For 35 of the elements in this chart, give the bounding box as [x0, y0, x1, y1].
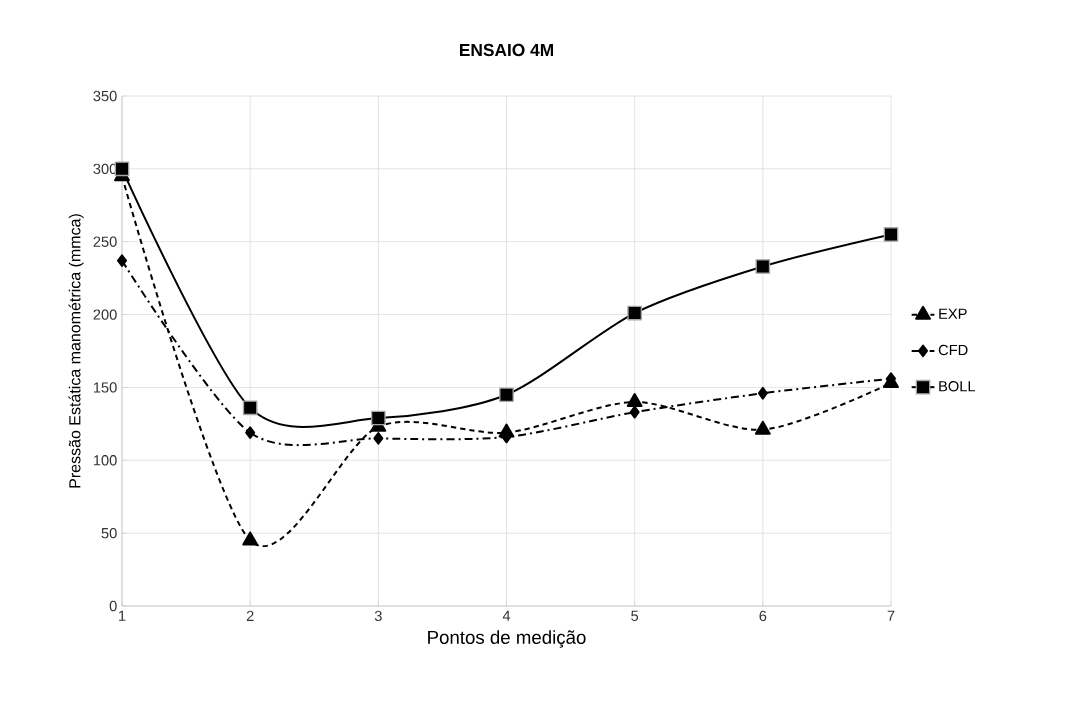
y-tick-label: 200: [93, 309, 117, 320]
point: [754, 420, 771, 435]
x-tick-label: 3: [374, 610, 382, 622]
legend-label: CFD: [938, 344, 968, 356]
point: [755, 259, 771, 274]
chart-title: ENSAIO 4M: [459, 43, 553, 57]
point: [245, 426, 256, 439]
x-axis-title: Pontos de medição: [428, 630, 586, 648]
point: [627, 305, 643, 321]
y-axis-title: Pressão Estática manométrica (mmca): [68, 214, 84, 488]
point: [242, 400, 258, 416]
y-tick-label: 0: [109, 600, 117, 612]
point: [114, 161, 130, 177]
x-tick-label: 5: [631, 610, 639, 621]
y-tick-label: 250: [93, 236, 117, 247]
point: [373, 432, 384, 445]
y-tick-label: 150: [93, 382, 117, 393]
x-tick-label: 7: [887, 610, 895, 621]
legend-label: EXP: [939, 308, 967, 319]
y-tick-label: 350: [93, 90, 117, 102]
x-tick-label: 2: [246, 610, 254, 621]
x-tick-label: 4: [502, 610, 511, 621]
point: [371, 410, 386, 426]
point: [242, 531, 259, 546]
y-tick-label: 100: [93, 455, 117, 466]
legend-label: BOLL: [939, 381, 976, 392]
point: [883, 227, 899, 242]
x-tick-label: 6: [759, 610, 767, 622]
y-tick-label: 50: [101, 527, 117, 539]
point: [757, 386, 768, 400]
point: [629, 405, 640, 419]
x-tick-label: 1: [119, 610, 126, 621]
point: [499, 387, 514, 403]
point: [626, 393, 643, 407]
point: [117, 254, 127, 267]
